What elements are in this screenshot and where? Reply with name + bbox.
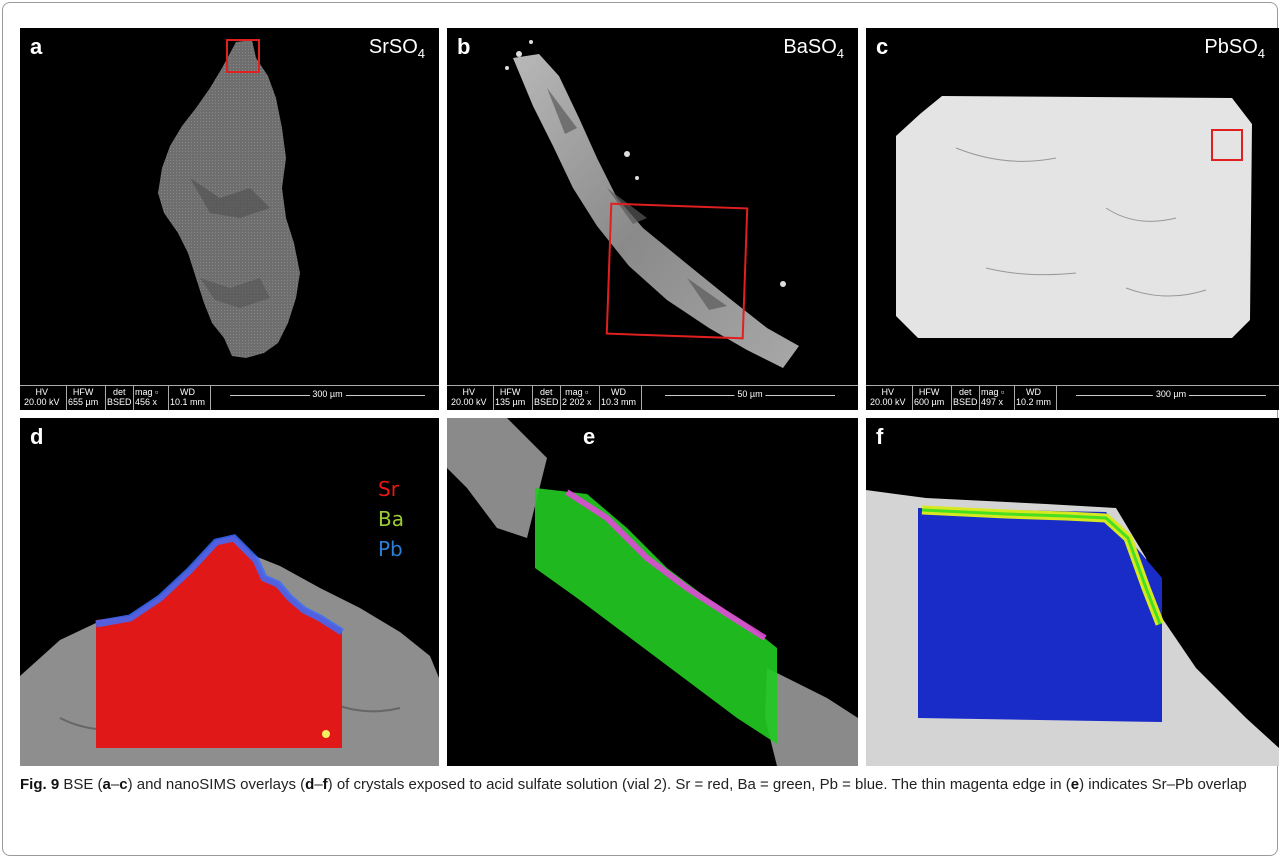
panel-b: b BaSO4 HV 20.00 kV HFW 135 µm det BSED mag… bbox=[447, 28, 858, 410]
nanosims-overlay bbox=[96, 536, 342, 748]
roi-box bbox=[1211, 129, 1243, 161]
scale-bar: 300 µm bbox=[230, 389, 425, 401]
panel-label: b bbox=[457, 34, 471, 59]
panel-label: f bbox=[876, 424, 884, 449]
sem-data-bar: HV 20.00 kV HFW 655 µm det BSED mag ▫ 456 x … bbox=[20, 385, 439, 410]
legend-sr: Sr bbox=[378, 477, 399, 501]
pb-rim bbox=[95, 534, 344, 635]
mineral-label: BaSO4 bbox=[783, 36, 844, 61]
panel-f-image bbox=[866, 490, 1279, 766]
panel-a-image bbox=[158, 39, 300, 358]
sem-data-bar: HV 20.00 kV HFW 600 µm det BSED mag ▫ 497 x … bbox=[866, 385, 1279, 410]
figure-number: Fig. 9 bbox=[20, 776, 60, 793]
legend-ba: Ba bbox=[378, 507, 404, 531]
panel-a: a SrSO4 HV 20.00 kV HFW 655 µm det BSED mag… bbox=[20, 28, 439, 410]
panel-label: c bbox=[876, 34, 889, 59]
panel-label: e bbox=[583, 424, 596, 449]
mineral-label: PbSO4 bbox=[1204, 36, 1265, 61]
panel-label: d bbox=[30, 424, 44, 449]
roi-box bbox=[605, 202, 749, 340]
figure-caption: Fig. 9 BSE (a–c) and nanoSIMS overlays (… bbox=[20, 776, 1247, 793]
panel-d-image bbox=[20, 534, 439, 766]
panel-c: c PbSO4 HV 20.00 kV HFW 600 µm det BSED mag… bbox=[866, 28, 1279, 410]
panel-label: a bbox=[30, 34, 43, 59]
panel-e: e bbox=[447, 418, 858, 766]
roi-box bbox=[226, 39, 260, 73]
magenta-edge bbox=[565, 489, 767, 641]
sem-data-bar: HV 20.00 kV HFW 135 µm det BSED mag ▫ 2 202 … bbox=[447, 385, 858, 410]
scale-bar: 50 µm bbox=[665, 389, 835, 401]
legend-pb: Pb bbox=[378, 537, 403, 561]
panel-e-image bbox=[447, 418, 858, 766]
panel-f: f bbox=[866, 418, 1279, 766]
scale-bar: 300 µm bbox=[1076, 389, 1266, 401]
panel-b-image bbox=[505, 40, 799, 368]
mineral-label: SrSO4 bbox=[368, 36, 425, 61]
nanosims-overlay bbox=[918, 508, 1162, 722]
nanosims-overlay bbox=[535, 488, 777, 744]
element-legend: Sr Ba Pb bbox=[378, 474, 404, 564]
panel-d: d Sr Ba Pb bbox=[20, 418, 439, 766]
baso4-crystal bbox=[513, 54, 799, 368]
panel-c-image bbox=[896, 96, 1252, 338]
pbso4-crystal bbox=[896, 96, 1252, 338]
